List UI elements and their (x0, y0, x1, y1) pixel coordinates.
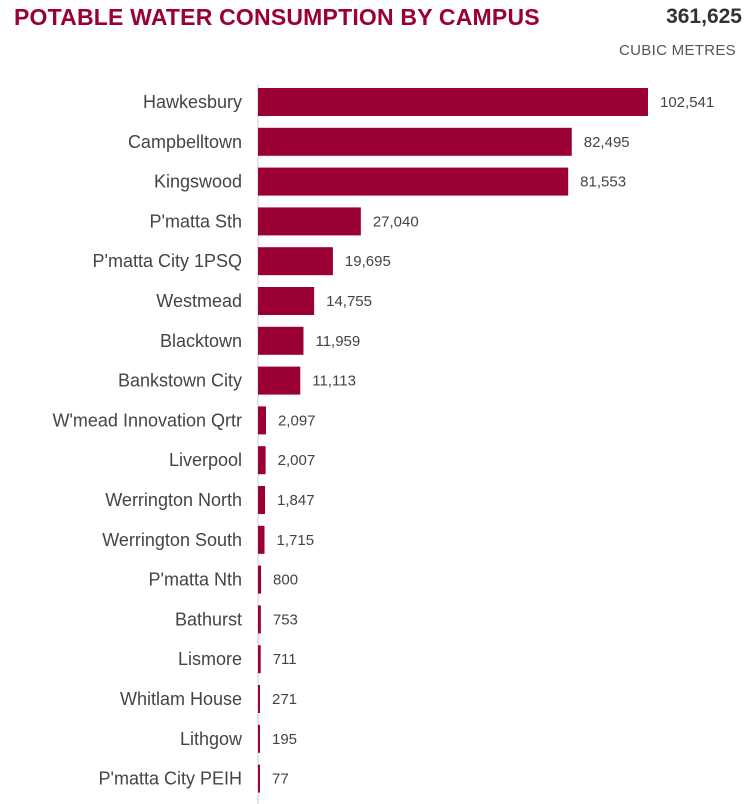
category-label: Blacktown (160, 331, 242, 351)
unit-label: CUBIC METRES (619, 42, 736, 59)
value-label: 102,541 (660, 94, 714, 111)
value-label: 82,495 (584, 134, 630, 151)
bar (258, 326, 304, 355)
bar (258, 167, 569, 196)
value-label: 11,113 (312, 373, 356, 390)
value-label: 800 (273, 572, 298, 589)
category-label: Bathurst (175, 609, 242, 629)
bar (258, 724, 260, 753)
bar (258, 287, 315, 315)
value-label: 1,715 (277, 532, 315, 549)
value-label: 19,695 (345, 253, 391, 270)
bar (258, 645, 261, 674)
category-label: Hawkesbury (143, 92, 242, 112)
category-label: Bankstown City (118, 371, 242, 391)
value-label: 753 (273, 611, 298, 628)
bar (258, 127, 572, 156)
category-label: P'matta City PEIH (99, 769, 242, 789)
bar (258, 88, 648, 116)
category-label: Campbelltown (128, 132, 242, 152)
category-label: Kingswood (154, 172, 242, 192)
bar (258, 486, 266, 514)
total-value: 361,625 (666, 5, 742, 28)
value-label: 1,847 (277, 492, 315, 509)
category-label: Lithgow (180, 729, 243, 749)
category-label: Lismore (178, 649, 242, 669)
value-label: 195 (272, 731, 297, 748)
category-label: P'matta City 1PSQ (93, 251, 242, 271)
value-label: 711 (273, 651, 297, 668)
bar (258, 525, 265, 554)
value-label: 27,040 (373, 213, 419, 230)
category-label: Whitlam House (120, 689, 242, 709)
category-label: Liverpool (169, 450, 242, 470)
bar (258, 565, 262, 594)
value-label: 81,553 (580, 174, 626, 191)
value-label: 2,007 (278, 452, 316, 469)
category-label: Werrington North (105, 490, 242, 510)
value-label: 14,755 (326, 293, 372, 310)
chart-title: POTABLE WATER CONSUMPTION BY CAMPUS (14, 4, 540, 30)
category-label: W'mead Innovation Qrtr (52, 410, 242, 430)
category-label: P'matta Sth (150, 211, 242, 231)
value-label: 2,097 (278, 412, 316, 429)
bar (258, 366, 301, 395)
category-label: P'matta Nth (149, 570, 242, 590)
bar (258, 605, 261, 634)
bar (258, 207, 361, 236)
value-label: 11,959 (315, 333, 360, 350)
bar (258, 685, 260, 713)
value-label: 77 (272, 771, 289, 788)
bar (258, 764, 260, 793)
category-label: Werrington South (102, 530, 242, 550)
bar (258, 446, 266, 475)
value-label: 271 (272, 691, 297, 708)
bar (258, 247, 333, 276)
category-label: Westmead (156, 291, 242, 311)
bar (258, 406, 266, 435)
